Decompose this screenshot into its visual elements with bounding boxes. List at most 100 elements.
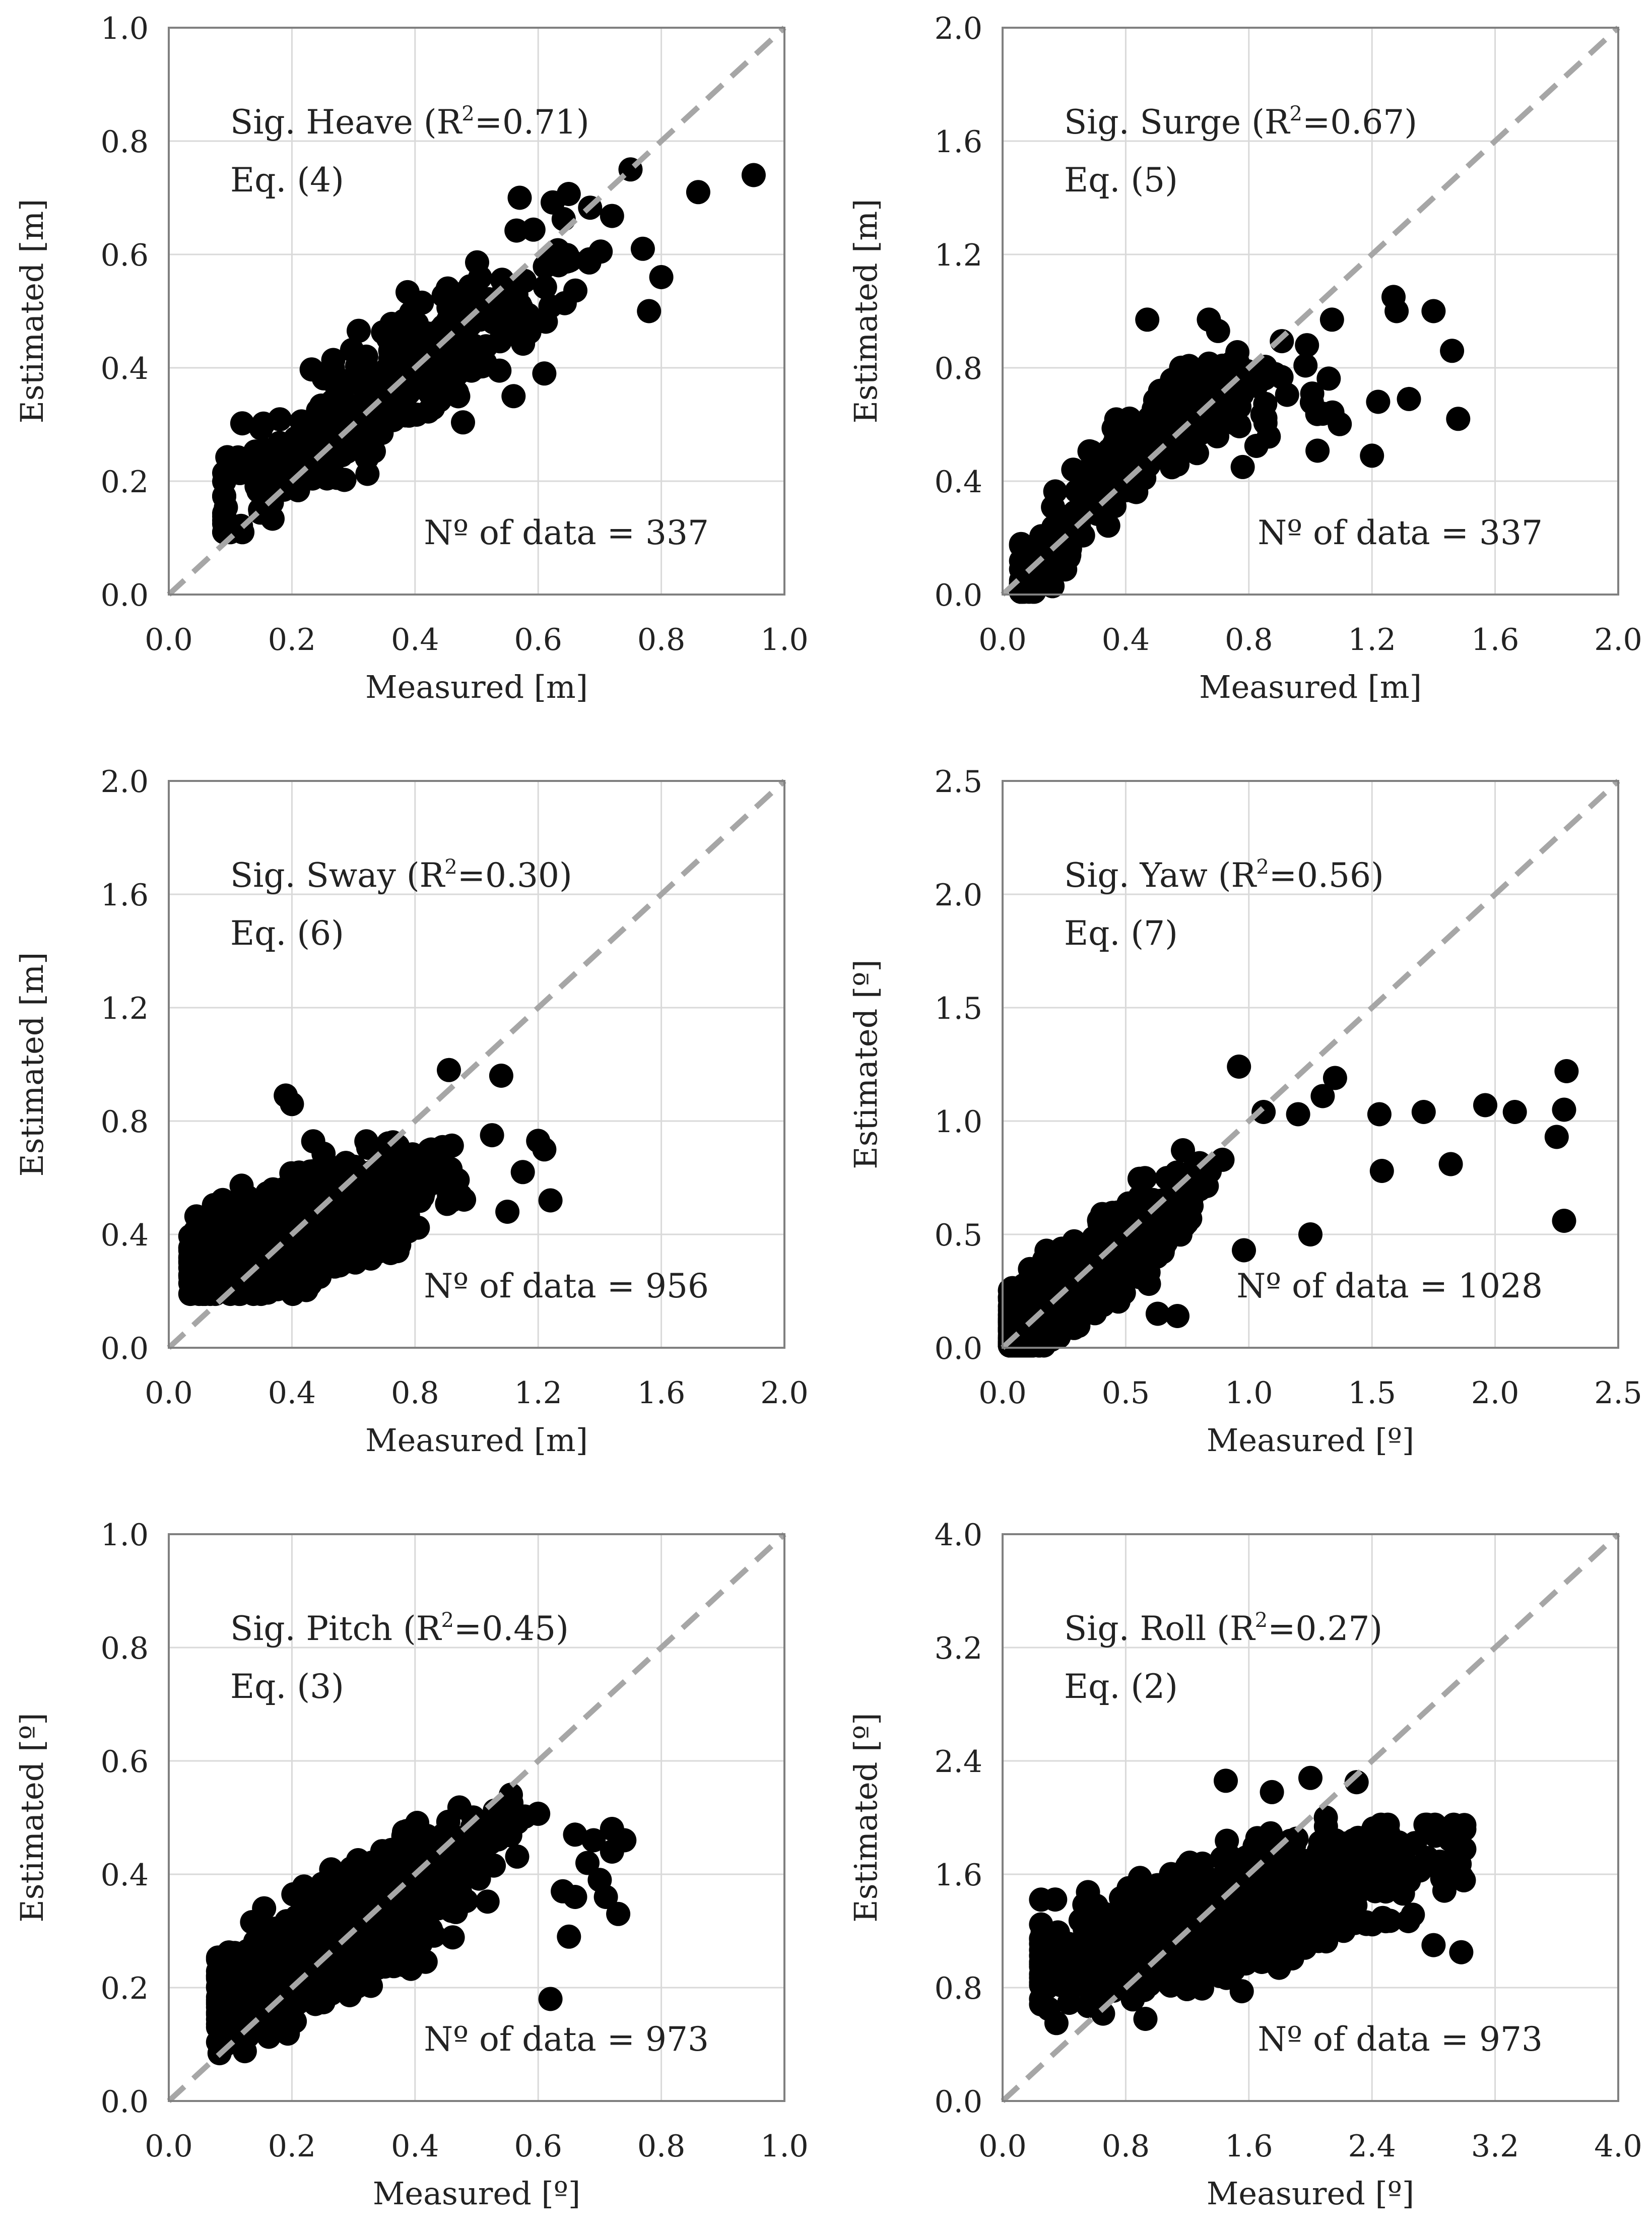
- data-point: [505, 1844, 530, 1869]
- data-point: [510, 1160, 535, 1185]
- data-point: [1133, 2007, 1158, 2031]
- data-point: [563, 1885, 587, 1909]
- chart-title: Sig. Heave (R2=0.71): [230, 102, 589, 142]
- data-point: [178, 1282, 203, 1306]
- data-point: [1243, 1886, 1268, 1911]
- data-point: [1313, 1805, 1338, 1830]
- reference-line: [167, 25, 786, 597]
- x-tick-label: 2.0: [1471, 1375, 1519, 1411]
- chart-title: Sig. Roll (R2=0.27): [1064, 1609, 1382, 1648]
- y-tick-label: 1.6: [935, 1858, 982, 1893]
- data-point: [1109, 1886, 1133, 1911]
- data-point: [202, 1200, 227, 1224]
- panel-sway: 0.0 0.4 0.8 1.2 1.6 2.00.00.40.81.21.62.0Meas…: [14, 764, 809, 1459]
- y-tick-label: 0.6: [101, 1744, 149, 1780]
- data-point: [501, 287, 525, 312]
- y-tick-label: 1.0: [101, 11, 149, 46]
- data-point: [1449, 1940, 1474, 1964]
- y-tick-label: 0.5: [935, 1218, 982, 1253]
- data-point: [1360, 443, 1384, 468]
- data-point: [504, 218, 529, 243]
- data-point: [1162, 368, 1186, 392]
- data-point: [1473, 1093, 1497, 1118]
- x-tick-label: 0.0: [978, 1375, 1026, 1411]
- data-point: [1430, 1866, 1455, 1891]
- title-superscript: 2: [441, 1609, 453, 1632]
- data-point: [1310, 1084, 1335, 1108]
- title-superscript: 2: [1255, 1609, 1268, 1632]
- data-point: [314, 1925, 339, 1949]
- data-point: [443, 1854, 468, 1879]
- data-point: [1154, 1213, 1179, 1237]
- data-count-label: Nº of data = 973: [1258, 2020, 1543, 2059]
- x-tick-label: 0.5: [1102, 1375, 1150, 1411]
- data-point: [474, 334, 498, 359]
- x-tick-label: 2.0: [1594, 622, 1642, 658]
- x-tick-label: 0.2: [268, 2129, 316, 2164]
- data-point: [1397, 386, 1421, 411]
- title-text: Sig. Heave (R: [230, 103, 463, 142]
- title-tail: =0.67): [1302, 103, 1417, 142]
- data-point: [1366, 389, 1391, 414]
- data-point: [447, 1795, 472, 1820]
- x-tick-label: 0.8: [637, 622, 685, 658]
- data-point: [333, 433, 358, 458]
- panel-yaw: 0.0 0.5 1.0 1.5 2.0 2.50.00.51.01.52.02.5Meas…: [847, 764, 1642, 1459]
- title-text: Sig. Sway (R: [230, 856, 446, 895]
- data-point: [1552, 1097, 1576, 1122]
- data-point: [1135, 307, 1160, 332]
- data-point: [364, 1230, 388, 1254]
- panel-surge: 0.0 0.4 0.8 1.2 1.6 2.00.00.40.81.21.62.0Meas…: [847, 11, 1642, 705]
- data-point: [1143, 405, 1168, 429]
- data-point: [1300, 381, 1325, 406]
- data-point: [498, 1823, 522, 1848]
- data-point: [1449, 1865, 1474, 1889]
- data-point: [1043, 1887, 1068, 1912]
- equation-label: Eq. (2): [1064, 1667, 1178, 1706]
- data-point: [1444, 1841, 1469, 1865]
- x-axis-label: Measured [m]: [365, 1422, 588, 1459]
- data-point: [340, 338, 364, 362]
- data-point: [351, 1179, 376, 1204]
- data-point: [1245, 1826, 1270, 1851]
- y-tick-label: 0.0: [101, 578, 149, 613]
- y-tick-label: 1.0: [935, 1104, 982, 1140]
- data-point: [600, 204, 624, 228]
- plot-frame: [1002, 27, 1619, 596]
- data-point: [1354, 1910, 1378, 1935]
- y-tick-label: 0.2: [101, 465, 149, 500]
- x-axis-label: Measured [º]: [1207, 2175, 1414, 2212]
- data-point: [1003, 1328, 1028, 1352]
- data-point: [1142, 1889, 1167, 1913]
- data-point: [1145, 1301, 1170, 1326]
- data-point: [406, 1877, 430, 1902]
- data-count-label: Nº of data = 956: [424, 1267, 709, 1305]
- data-point: [244, 474, 269, 499]
- data-point: [212, 469, 236, 494]
- x-tick-label: 0.4: [268, 1375, 316, 1411]
- data-point: [1411, 1100, 1436, 1124]
- data-point: [295, 1197, 320, 1222]
- y-axis-label: Estimated [m]: [14, 952, 50, 1177]
- x-tick-label: 0.0: [978, 622, 1026, 658]
- reference-line: [1001, 778, 1620, 1350]
- data-point: [1091, 1248, 1115, 1273]
- y-tick-label: 0.4: [101, 351, 149, 386]
- y-tick-label: 1.6: [101, 878, 149, 913]
- data-point: [507, 185, 532, 210]
- data-point: [211, 2011, 236, 2036]
- data-point: [526, 1801, 551, 1826]
- x-tick-label: 2.0: [760, 1375, 808, 1411]
- data-point: [329, 378, 354, 403]
- title-tail: =0.27): [1268, 1609, 1382, 1648]
- data-point: [392, 322, 417, 347]
- data-point: [517, 320, 542, 345]
- x-tick-label: 1.2: [514, 1375, 562, 1411]
- data-point: [487, 307, 511, 332]
- data-point: [1421, 1933, 1446, 1957]
- data-point: [218, 520, 242, 545]
- data-point: [1421, 299, 1446, 323]
- x-axis-label: Measured [º]: [1207, 1422, 1414, 1459]
- data-point: [372, 1171, 397, 1196]
- data-point: [1293, 353, 1318, 378]
